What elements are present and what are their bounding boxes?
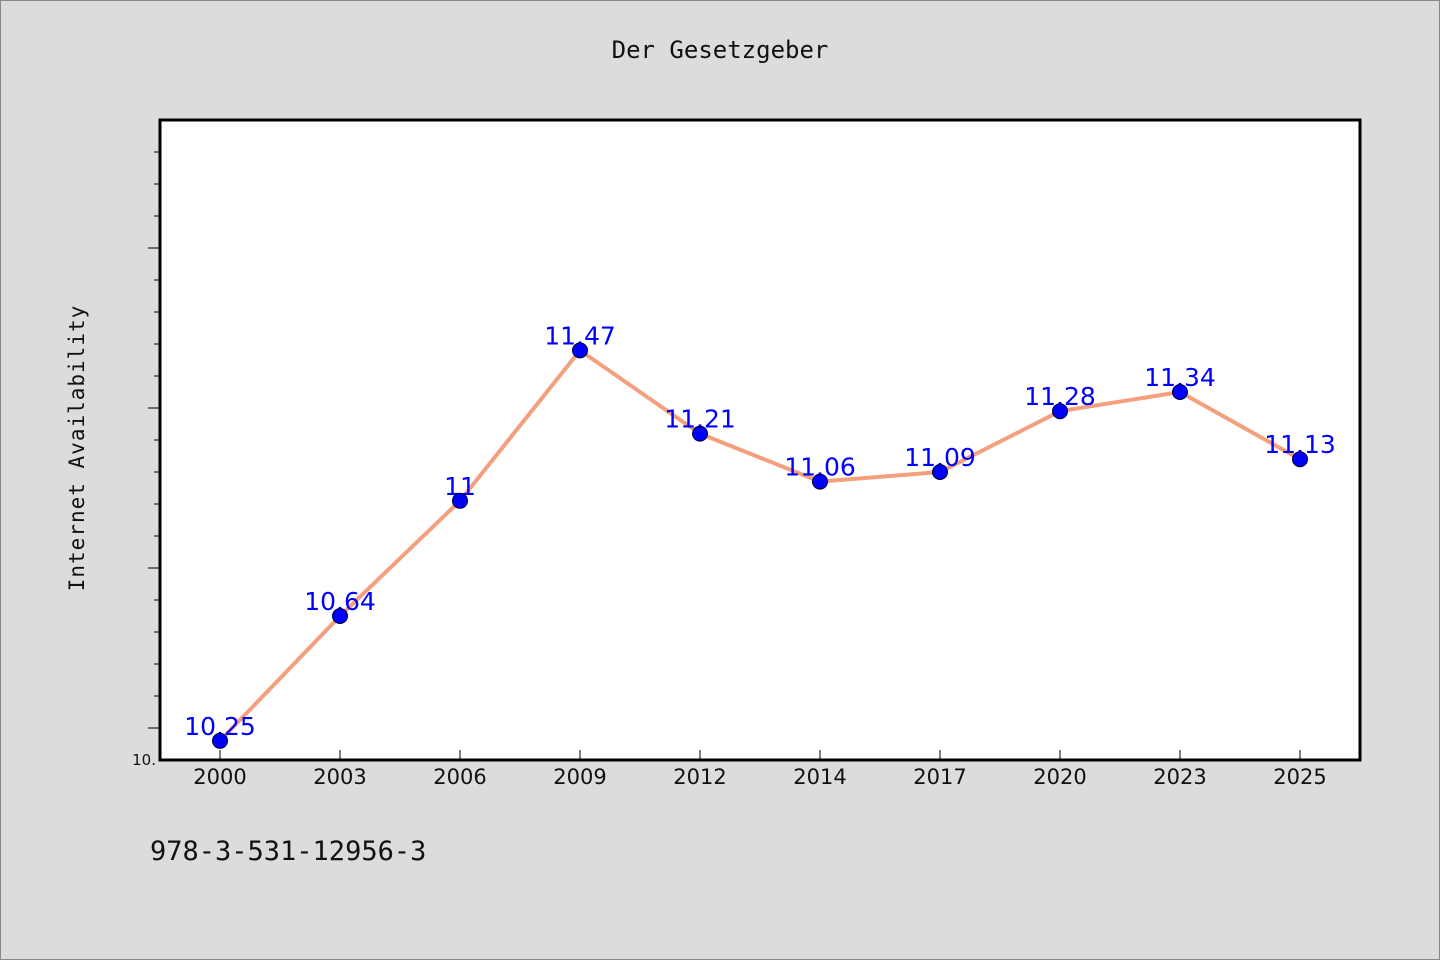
x-axis-ticks: 2000 2003 2006 2009 2012 2014 2017 2020 2023 2025: [193, 750, 1327, 789]
x-tick-label: 2009: [553, 765, 606, 789]
x-tick-label: 2023: [1153, 765, 1206, 789]
data-point: [692, 425, 708, 442]
x-tick-label: 2003: [313, 765, 366, 789]
data-point: [212, 732, 228, 749]
data-point: [1292, 451, 1308, 468]
footer-code: 978-3-531-12956-3: [150, 836, 427, 867]
chart-title: Der Gesetzgeber: [611, 36, 829, 64]
data-point: [1052, 403, 1068, 420]
x-tick-label: 2017: [913, 765, 966, 789]
data-point: [932, 464, 948, 480]
x-tick-label: 2012: [673, 765, 726, 789]
x-tick-label: 2020: [1033, 765, 1086, 789]
x-tick-label: 2000: [193, 765, 246, 789]
data-point: [812, 473, 828, 490]
series-line: [218, 348, 1302, 743]
data-point: [452, 492, 468, 509]
y-tick-label: 10.: [132, 751, 156, 769]
y-axis-ticks: 10.: [132, 151, 160, 769]
x-tick-label: 2006: [433, 765, 486, 789]
data-point: [1172, 384, 1188, 400]
data-point: [332, 608, 348, 624]
x-tick-label: 2014: [793, 765, 846, 789]
data-point: [572, 342, 588, 359]
plot-area: [158, 118, 1362, 762]
x-tick-label: 2025: [1273, 765, 1326, 789]
